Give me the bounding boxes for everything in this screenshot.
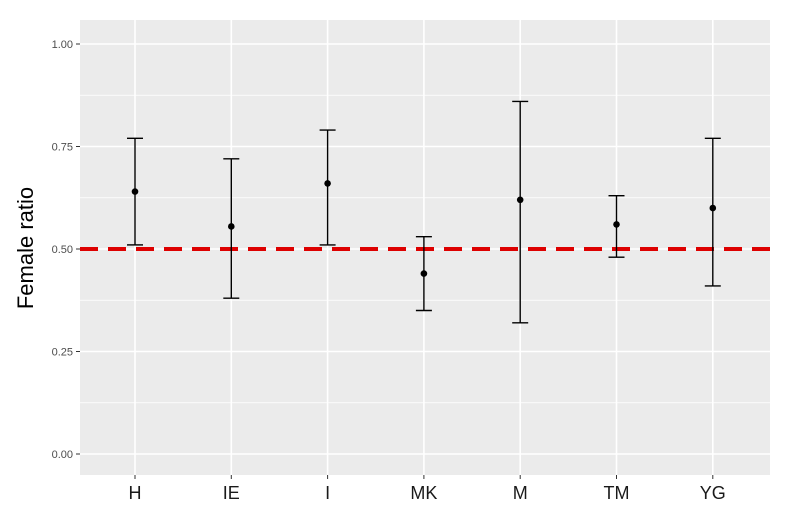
data-point [420,270,428,277]
x-tick-label: YG [700,483,726,503]
y-tick-label: 1.00 [52,39,73,51]
data-point [709,204,717,212]
x-tick-label: M [513,483,528,503]
y-tick-label: 0.25 [52,347,73,359]
data-point [516,196,524,204]
y-axis-label: Female ratio [13,187,38,309]
data-point [228,223,235,230]
y-tick-label: 0.50 [52,244,73,256]
y-tick-label: 0.00 [52,449,73,461]
data-point [613,221,620,228]
x-tick-label: TM [604,483,630,503]
data-marks [127,100,721,324]
x-tick-label: MK [410,483,437,503]
data-point [324,180,331,187]
x-tick-label: IE [223,483,240,503]
x-axis-ticks: H IE I MK M TM YG [129,475,726,503]
y-tick-label: 0.75 [52,142,73,154]
y-axis-ticks: 0.00 0.25 0.50 0.75 1.00 [52,39,80,461]
x-tick-label: H [129,483,142,503]
data-point [131,188,139,195]
x-tick-label: I [325,483,330,503]
